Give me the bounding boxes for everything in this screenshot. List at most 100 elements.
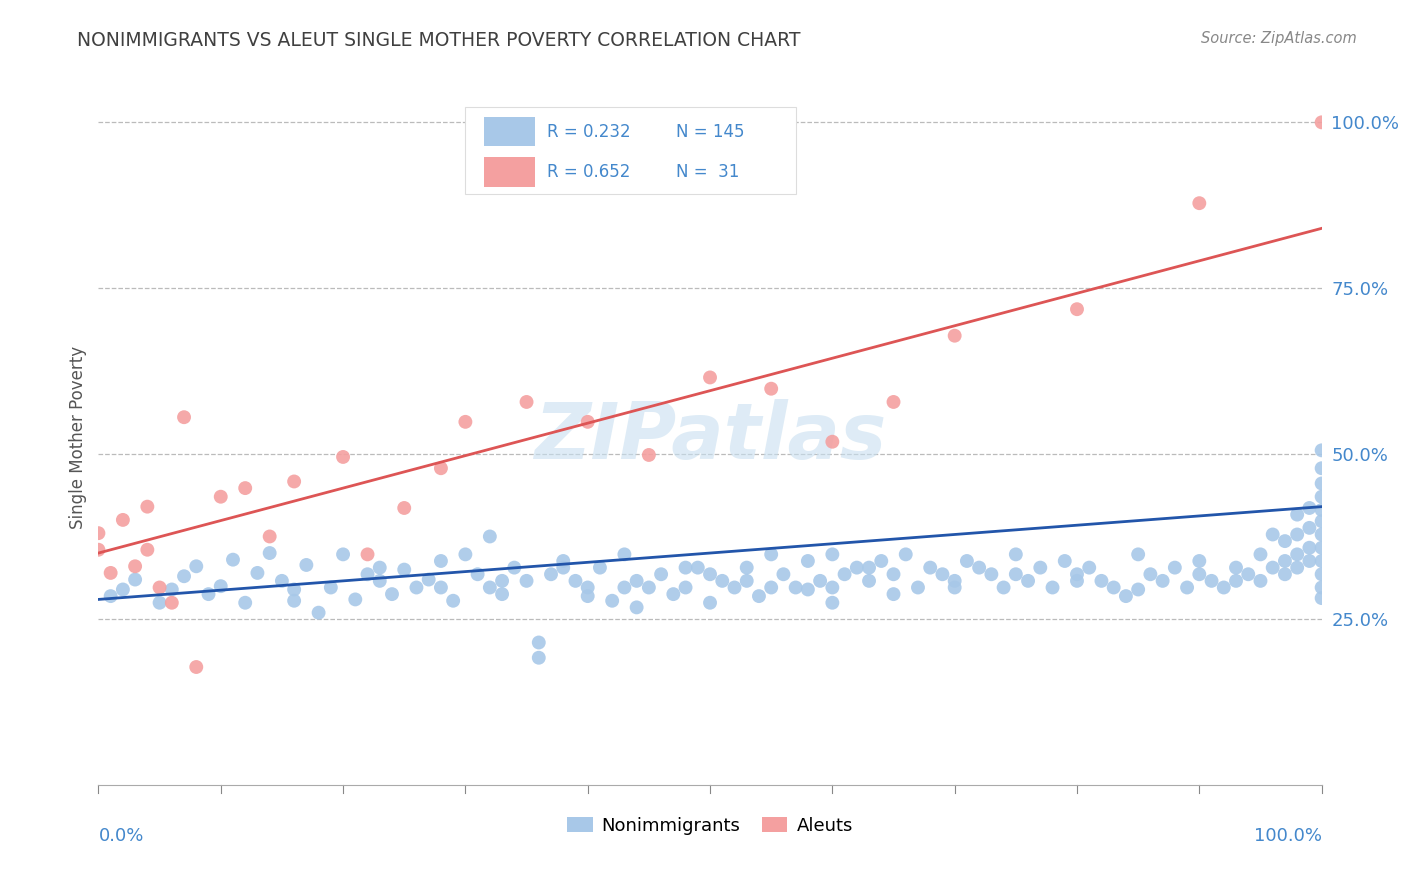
Point [1286, 547, 1309, 561]
Point [699, 370, 721, 384]
Point [186, 660, 208, 674]
Point [173, 410, 195, 425]
Point [613, 547, 636, 561]
Point [1128, 582, 1150, 597]
Point [858, 574, 880, 588]
Point [527, 650, 550, 665]
Point [1274, 554, 1296, 568]
Point [1310, 581, 1333, 595]
Point [821, 581, 844, 595]
Point [149, 596, 172, 610]
Text: R = 0.232: R = 0.232 [547, 122, 631, 141]
Point [87, 542, 110, 557]
Point [491, 587, 513, 601]
Point [943, 574, 966, 588]
Text: N =  31: N = 31 [676, 163, 740, 181]
Point [576, 589, 599, 603]
Point [1139, 567, 1161, 582]
Point [283, 593, 305, 607]
Point [1274, 567, 1296, 582]
Point [613, 581, 636, 595]
Point [735, 560, 758, 574]
Text: 100.0%: 100.0% [1254, 827, 1322, 845]
Point [124, 559, 146, 574]
Point [467, 567, 489, 582]
Point [1310, 490, 1333, 504]
Point [270, 574, 294, 588]
Point [761, 547, 783, 561]
Point [1310, 541, 1333, 555]
Point [553, 560, 575, 574]
Point [1053, 554, 1076, 568]
Point [173, 569, 195, 583]
Point [993, 581, 1015, 595]
Point [821, 434, 844, 449]
Point [1237, 567, 1260, 582]
Point [186, 559, 208, 574]
Point [1115, 589, 1137, 603]
Point [100, 566, 122, 580]
Point [356, 547, 378, 561]
Point [87, 526, 110, 541]
Point [980, 567, 1002, 582]
Point [1261, 560, 1284, 574]
Point [1152, 574, 1174, 588]
Point [319, 581, 342, 595]
Point [1004, 567, 1026, 582]
Point [1310, 461, 1333, 475]
Point [1261, 527, 1284, 541]
Point [233, 481, 256, 495]
Point [540, 567, 562, 582]
Point [430, 461, 453, 475]
Point [920, 560, 942, 574]
Point [136, 500, 159, 514]
Point [1286, 527, 1309, 541]
Point [735, 574, 758, 588]
Text: N = 145: N = 145 [676, 122, 744, 141]
Point [1298, 541, 1320, 555]
Point [943, 581, 966, 595]
Point [332, 547, 354, 561]
Point [1066, 302, 1088, 317]
Point [1004, 547, 1026, 561]
Point [368, 560, 391, 574]
Point [209, 490, 232, 504]
Point [834, 567, 856, 582]
FancyBboxPatch shape [465, 106, 796, 194]
Point [246, 566, 269, 580]
Point [1310, 503, 1333, 517]
Point [515, 395, 537, 409]
Point [675, 581, 697, 595]
Point [1310, 115, 1333, 129]
Point [233, 596, 256, 610]
Point [748, 589, 770, 603]
Text: R = 0.652: R = 0.652 [547, 163, 631, 181]
Text: 0.0%: 0.0% [98, 827, 143, 845]
Point [576, 581, 599, 595]
Point [1298, 500, 1320, 515]
Point [1128, 547, 1150, 561]
Point [405, 581, 427, 595]
Point [858, 560, 880, 574]
Point [797, 582, 820, 597]
Point [626, 574, 648, 588]
Point [1066, 574, 1088, 588]
Point [111, 513, 134, 527]
Point [454, 415, 477, 429]
Point [662, 587, 685, 601]
Point [111, 582, 134, 597]
Point [883, 567, 905, 582]
Point [785, 581, 807, 595]
Point [1310, 443, 1333, 458]
Point [637, 448, 661, 462]
Point [491, 574, 513, 588]
Text: NONIMMIGRANTS VS ALEUT SINGLE MOTHER POVERTY CORRELATION CHART: NONIMMIGRANTS VS ALEUT SINGLE MOTHER POV… [77, 31, 801, 50]
Point [1225, 560, 1247, 574]
Point [197, 587, 219, 601]
Point [1225, 574, 1247, 588]
Point [418, 573, 440, 587]
Point [1249, 547, 1271, 561]
FancyBboxPatch shape [484, 117, 536, 146]
Point [883, 395, 905, 409]
Point [503, 560, 526, 574]
